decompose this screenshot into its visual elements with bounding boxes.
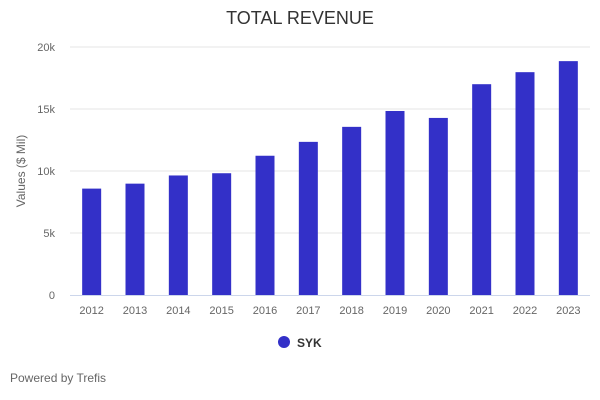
x-tick-label: 2014 xyxy=(166,305,190,317)
bar-2013 xyxy=(125,183,145,295)
powered-by-credit[interactable]: Powered by Trefis xyxy=(10,371,107,385)
x-tick-label: 2013 xyxy=(123,305,147,317)
bar-2016 xyxy=(255,155,275,295)
x-tick-label: 2022 xyxy=(513,305,537,317)
x-tick-label: 2015 xyxy=(209,305,233,317)
bar-2019 xyxy=(385,110,405,295)
y-tick-label: 10k xyxy=(37,166,55,178)
y-tick-label: 5k xyxy=(43,228,55,240)
bar-2012 xyxy=(82,188,102,295)
bar-2020 xyxy=(428,117,448,295)
bar-2022 xyxy=(515,72,535,295)
legend-marker xyxy=(278,336,290,348)
y-tick-label: 0 xyxy=(49,290,55,302)
x-tick-label: 2020 xyxy=(426,305,450,317)
y-tick-label: 20k xyxy=(37,42,55,54)
y-tick-label: 15k xyxy=(37,104,55,116)
chart-title: TOTAL REVENUE xyxy=(226,8,374,28)
bar-2014 xyxy=(168,175,188,295)
x-tick-label: 2023 xyxy=(556,305,580,317)
x-tick-label: 2021 xyxy=(469,305,493,317)
x-tick-label: 2012 xyxy=(79,305,103,317)
bar-2018 xyxy=(342,126,362,295)
x-tick-label: 2016 xyxy=(253,305,277,317)
legend-item-label[interactable]: SYK xyxy=(297,336,322,350)
bar-2021 xyxy=(472,84,492,295)
x-tick-label: 2017 xyxy=(296,305,320,317)
bar-2015 xyxy=(212,173,232,295)
bar-2017 xyxy=(298,141,318,295)
x-tick-label: 2019 xyxy=(383,305,407,317)
y-axis-label: Values ($ Mil) xyxy=(14,135,28,207)
bar-2023 xyxy=(558,61,578,295)
x-tick-label: 2018 xyxy=(339,305,363,317)
